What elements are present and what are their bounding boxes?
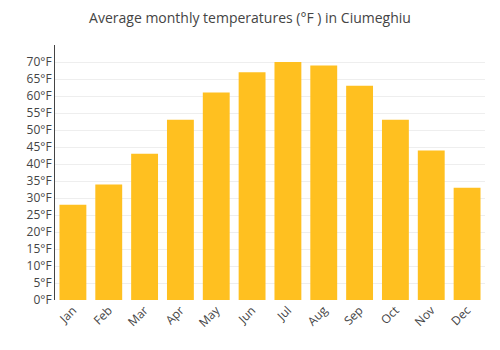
svg-text:0°F: 0°F	[33, 291, 51, 308]
svg-text:Jun: Jun	[234, 302, 259, 327]
svg-text:10°F: 10°F	[27, 257, 52, 274]
svg-text:Dec: Dec	[447, 302, 474, 329]
svg-text:Average monthly temperatures (: Average monthly temperatures (°F ) in Ci…	[89, 8, 411, 27]
svg-text:Oct: Oct	[377, 302, 403, 328]
svg-text:40°F: 40°F	[27, 155, 52, 172]
svg-text:Sep: Sep	[340, 302, 367, 329]
svg-text:Aug: Aug	[304, 302, 332, 330]
svg-text:35°F: 35°F	[27, 172, 52, 189]
svg-text:30°F: 30°F	[27, 189, 52, 206]
svg-text:Feb: Feb	[89, 302, 115, 328]
svg-text:25°F: 25°F	[27, 206, 52, 223]
svg-text:20°F: 20°F	[27, 223, 52, 240]
svg-text:Jul: Jul	[273, 302, 295, 324]
svg-text:55°F: 55°F	[27, 104, 52, 121]
svg-text:15°F: 15°F	[27, 240, 52, 257]
svg-text:Jan: Jan	[55, 302, 80, 327]
svg-text:70°F: 70°F	[27, 53, 52, 70]
svg-text:Nov: Nov	[411, 302, 439, 330]
svg-text:45°F: 45°F	[27, 138, 52, 155]
svg-text:65°F: 65°F	[27, 70, 52, 87]
svg-text:60°F: 60°F	[27, 87, 52, 104]
svg-text:Mar: Mar	[124, 302, 152, 330]
svg-text:Apr: Apr	[161, 302, 187, 328]
svg-text:May: May	[195, 301, 224, 330]
svg-text:50°F: 50°F	[27, 121, 52, 138]
svg-text:5°F: 5°F	[33, 274, 51, 291]
